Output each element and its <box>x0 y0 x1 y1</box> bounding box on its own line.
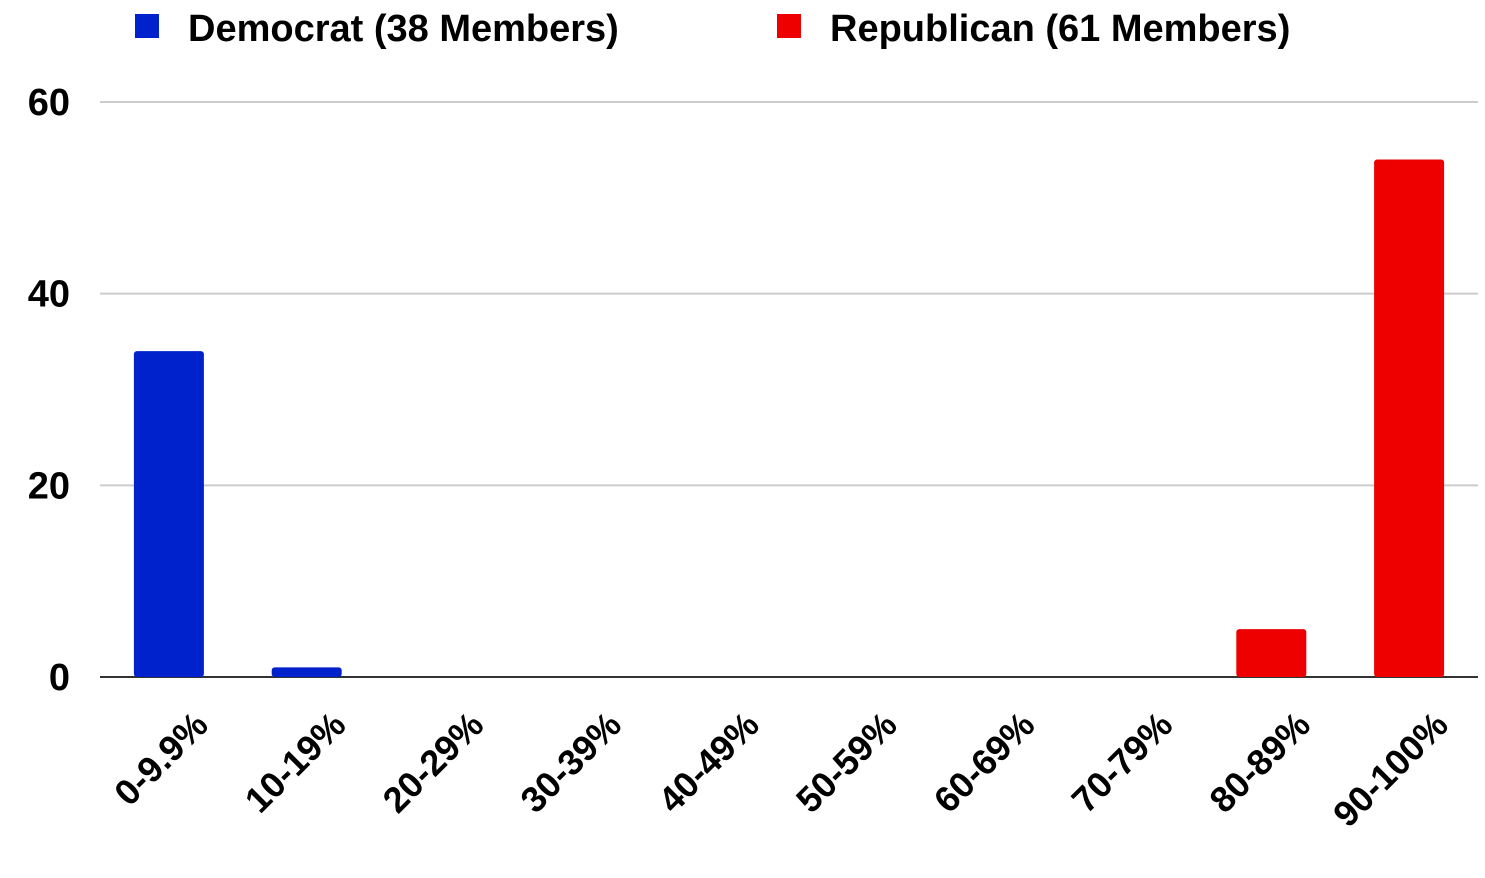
chart-legend: Democrat (38 Members) Republican (61 Mem… <box>135 8 1290 50</box>
y-tick-label: 60 <box>28 82 70 124</box>
legend-label-democrat: Democrat (38 Members) <box>188 8 619 50</box>
x-axis: 0-9.9% 10-19% 20-29% 30-39% 40-49% 50-59% 60-6… <box>106 704 1456 835</box>
bar-democrat <box>133 351 204 677</box>
bar-democrat <box>271 667 342 677</box>
x-tick-label: 40-49% <box>650 704 767 821</box>
legend-item-democrat: Democrat (38 Members) <box>135 8 619 50</box>
bars <box>133 159 1445 677</box>
x-tick-label: 0-9.9% <box>106 704 216 814</box>
bar-republican <box>1374 159 1445 677</box>
legend-swatch-democrat <box>135 14 159 38</box>
x-tick-label: 70-79% <box>1064 704 1181 821</box>
x-tick-label: 10-19% <box>237 704 354 821</box>
bar-republican <box>1236 629 1307 677</box>
x-tick-label: 90-100% <box>1325 704 1456 835</box>
y-axis: 0 20 40 60 <box>28 82 70 699</box>
gridlines <box>100 101 1478 678</box>
legend-label-republican: Republican (61 Members) <box>830 8 1290 50</box>
legend-swatch-republican <box>777 14 801 38</box>
x-tick-label: 60-69% <box>926 704 1043 821</box>
y-tick-label: 40 <box>28 274 70 316</box>
x-tick-label: 80-89% <box>1201 704 1318 821</box>
x-tick-label: 20-29% <box>375 704 492 821</box>
y-tick-label: 0 <box>49 657 70 699</box>
x-tick-label: 50-59% <box>788 704 905 821</box>
x-tick-label: 30-39% <box>512 704 629 821</box>
legend-item-republican: Republican (61 Members) <box>777 8 1290 50</box>
y-tick-label: 20 <box>28 465 70 507</box>
